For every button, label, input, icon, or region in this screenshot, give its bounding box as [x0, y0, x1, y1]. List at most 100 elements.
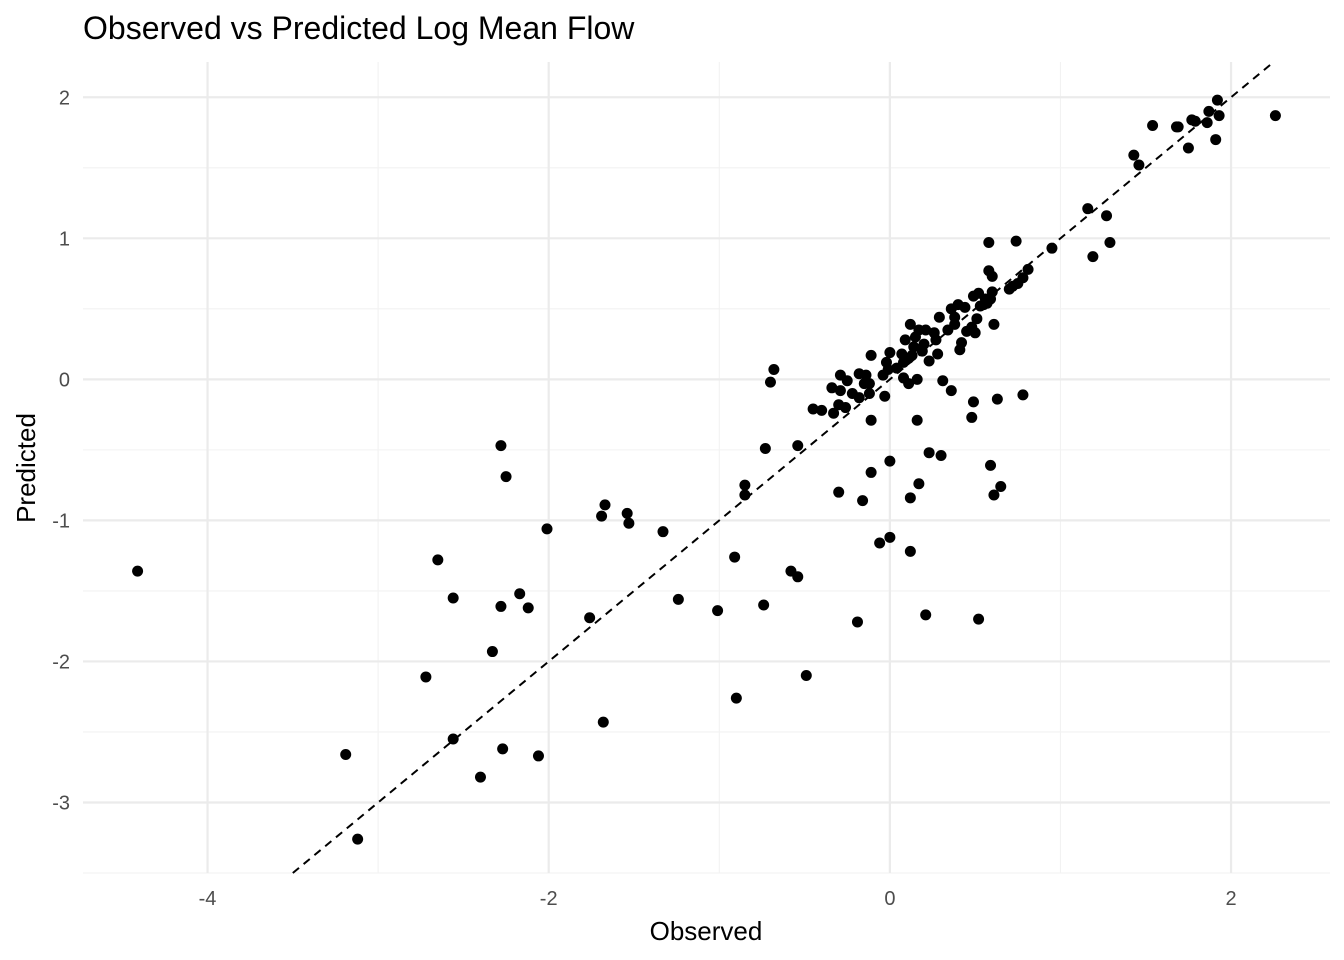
- data-point: [899, 334, 911, 346]
- data-point: [599, 499, 611, 511]
- data-point: [884, 455, 896, 467]
- data-point: [486, 646, 498, 658]
- data-point: [826, 382, 838, 394]
- data-point: [991, 393, 1003, 405]
- data-point: [920, 609, 932, 621]
- data-point: [908, 341, 920, 353]
- data-point: [739, 489, 751, 501]
- data-point: [879, 390, 891, 402]
- data-point: [432, 554, 444, 566]
- data-point: [959, 301, 971, 313]
- data-point: [447, 733, 459, 745]
- data-point: [884, 347, 896, 359]
- data-point: [1087, 251, 1099, 263]
- data-point: [988, 318, 1000, 330]
- data-point: [816, 404, 828, 416]
- data-point: [730, 692, 742, 704]
- data-point: [923, 355, 935, 367]
- data-point: [967, 396, 979, 408]
- data-point: [792, 440, 804, 452]
- data-point: [584, 612, 596, 624]
- data-point: [937, 375, 949, 387]
- data-point: [1172, 121, 1184, 133]
- data-point: [971, 313, 983, 325]
- data-point: [132, 565, 144, 577]
- data-point: [1269, 110, 1281, 122]
- x-tick-label: 0: [884, 888, 895, 910]
- data-point: [522, 602, 534, 614]
- data-point: [983, 237, 995, 249]
- data-point: [828, 407, 840, 419]
- data-point: [1147, 119, 1159, 131]
- data-point: [447, 592, 459, 604]
- data-point: [865, 349, 877, 361]
- data-point: [541, 523, 553, 535]
- y-tick-label: -3: [52, 792, 70, 814]
- data-point: [986, 270, 998, 282]
- data-point: [340, 749, 352, 761]
- data-point: [913, 478, 925, 490]
- data-point: [672, 593, 684, 605]
- data-point: [860, 369, 872, 381]
- data-point: [985, 459, 997, 471]
- data-point: [1101, 210, 1113, 222]
- data-point: [657, 526, 669, 538]
- data-point: [945, 385, 957, 397]
- data-point: [1210, 134, 1222, 146]
- data-point: [1211, 94, 1223, 106]
- data-point: [903, 378, 915, 390]
- data-point: [906, 349, 918, 361]
- data-point: [884, 531, 896, 543]
- data-point: [857, 495, 869, 507]
- data-point: [923, 447, 935, 459]
- data-point: [739, 479, 751, 491]
- data-point: [973, 613, 985, 625]
- data-point: [932, 348, 944, 360]
- y-tick-label: 0: [59, 369, 70, 391]
- data-point: [933, 311, 945, 323]
- data-point: [834, 385, 846, 397]
- data-point: [1022, 263, 1034, 275]
- data-point: [1182, 142, 1194, 154]
- data-point: [969, 327, 981, 339]
- y-tick-label: 1: [59, 228, 70, 250]
- data-point: [800, 670, 812, 682]
- data-point: [853, 392, 865, 404]
- data-point: [918, 338, 930, 350]
- data-point: [1010, 235, 1022, 247]
- data-point: [863, 387, 875, 399]
- data-point: [986, 286, 998, 298]
- x-axis-tick-labels: -4 -2 0 2: [199, 888, 1237, 910]
- data-point: [966, 411, 978, 423]
- minor-gridlines: [83, 62, 1330, 874]
- y-tick-label: -1: [52, 510, 70, 532]
- reference-line-layer: [292, 61, 1275, 874]
- data-point: [1203, 105, 1215, 117]
- data-point: [759, 442, 771, 454]
- data-point: [904, 318, 916, 330]
- data-point: [768, 363, 780, 375]
- data-point: [807, 403, 819, 415]
- reference-line: [292, 61, 1275, 874]
- y-axis-tick-labels: -3 -2 -1 0 1 2: [52, 87, 70, 814]
- data-point: [474, 771, 486, 783]
- data-point: [995, 481, 1007, 493]
- data-point: [882, 363, 894, 375]
- data-point: [621, 507, 633, 519]
- data-point: [514, 588, 526, 600]
- y-axis-title: Predicted: [11, 413, 41, 523]
- data-point: [729, 551, 741, 563]
- data-point: [911, 414, 923, 426]
- data-point: [497, 743, 509, 755]
- data-point: [935, 450, 947, 462]
- data-point: [1017, 272, 1029, 284]
- data-point: [865, 414, 877, 426]
- data-point: [1133, 159, 1145, 171]
- data-point: [865, 466, 877, 478]
- data-point: [988, 489, 1000, 501]
- x-axis-title: Observed: [650, 916, 763, 946]
- data-point: [851, 616, 863, 628]
- data-point: [597, 716, 609, 728]
- data-point: [1189, 115, 1201, 127]
